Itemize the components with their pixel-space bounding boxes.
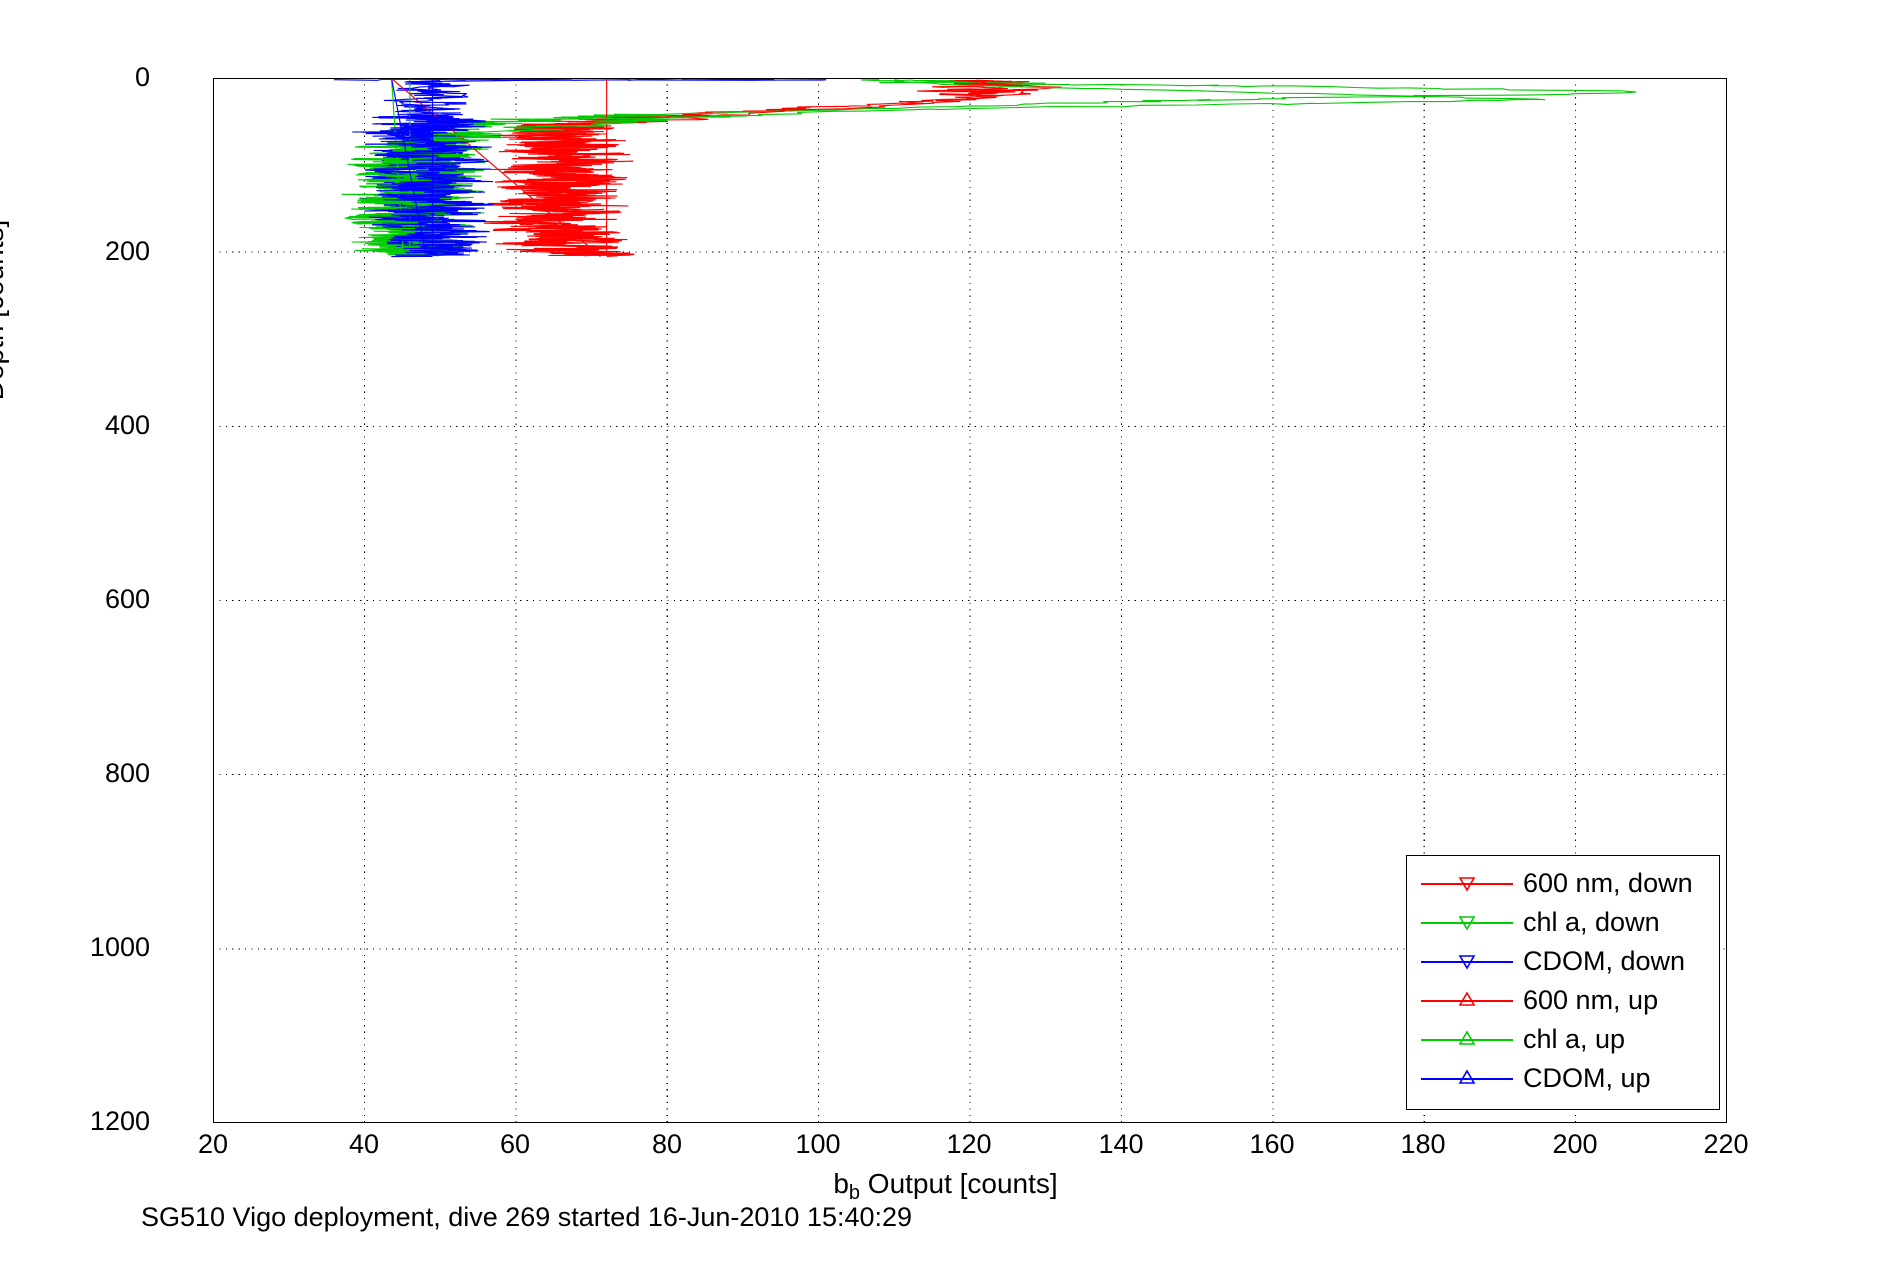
x-axis-title-main: Output [counts] — [867, 1168, 1058, 1199]
x-tick-label: 100 — [795, 1129, 841, 1159]
plot-area — [213, 78, 1727, 1123]
x-axis-title: bb Output [counts] — [0, 1168, 1891, 1205]
triangle-down-icon — [1458, 954, 1476, 970]
x-tick-label: 80 — [651, 1129, 683, 1159]
x-tick-label: 160 — [1249, 1129, 1295, 1159]
legend-item-600-nm-up[interactable]: 600 nm, up — [1407, 981, 1719, 1020]
legend[interactable]: 600 nm, down chl a, down CDOM, down — [1406, 855, 1720, 1110]
y-tick-label: 200 — [104, 236, 150, 266]
legend-swatch — [1421, 952, 1513, 972]
legend-item-chl-a-down[interactable]: chl a, down — [1407, 903, 1719, 942]
x-tick-label: 40 — [348, 1129, 380, 1159]
x-tick-label: 60 — [499, 1129, 531, 1159]
x-tick-label: 220 — [1703, 1129, 1749, 1159]
legend-label: CDOM, down — [1523, 946, 1686, 976]
x-tick-label: 140 — [1098, 1129, 1144, 1159]
x-axis-title-subscript: b — [848, 1182, 861, 1204]
legend-item-cdom-down[interactable]: CDOM, down — [1407, 942, 1719, 981]
x-axis-title-var: b — [833, 1168, 849, 1199]
legend-label: chl a, up — [1523, 1024, 1626, 1054]
axes-frame — [213, 78, 1727, 1123]
y-tick-label: 800 — [104, 758, 150, 788]
figure-caption: SG510 Vigo deployment, dive 269 started … — [141, 1202, 913, 1232]
y-tick-label: 400 — [104, 410, 150, 440]
legend-label: 600 nm, down — [1523, 868, 1693, 898]
y-tick-label: 1200 — [89, 1106, 150, 1136]
triangle-up-icon — [1458, 1029, 1476, 1045]
legend-item-chl-a-up[interactable]: chl a, up — [1407, 1020, 1719, 1059]
x-tick-label: 180 — [1400, 1129, 1446, 1159]
y-tick-label: 600 — [104, 584, 150, 614]
triangle-up-icon — [1458, 990, 1476, 1006]
x-tick-label: 200 — [1552, 1129, 1598, 1159]
x-tick-label: 120 — [946, 1129, 992, 1159]
x-axis-title-rest — [860, 1168, 868, 1199]
legend-swatch — [1421, 1068, 1513, 1089]
legend-swatch — [1421, 874, 1513, 894]
triangle-up-icon — [1458, 1068, 1476, 1084]
y-tick-label: 0 — [134, 62, 150, 92]
x-tick-label: 20 — [197, 1129, 229, 1159]
triangle-down-icon — [1458, 876, 1476, 892]
legend-item-600-nm-down[interactable]: 600 nm, down — [1407, 864, 1719, 903]
legend-swatch — [1421, 1029, 1513, 1050]
legend-label: chl a, down — [1523, 907, 1660, 937]
triangle-down-icon — [1458, 915, 1476, 931]
y-tick-label: 1000 — [89, 932, 150, 962]
y-axis-title: Depth [counts] — [0, 219, 9, 401]
legend-swatch — [1421, 913, 1513, 933]
legend-swatch — [1421, 990, 1513, 1011]
legend-label: 600 nm, up — [1523, 985, 1659, 1015]
legend-item-cdom-up[interactable]: CDOM, up — [1407, 1059, 1719, 1098]
legend-label: CDOM, up — [1523, 1063, 1651, 1093]
